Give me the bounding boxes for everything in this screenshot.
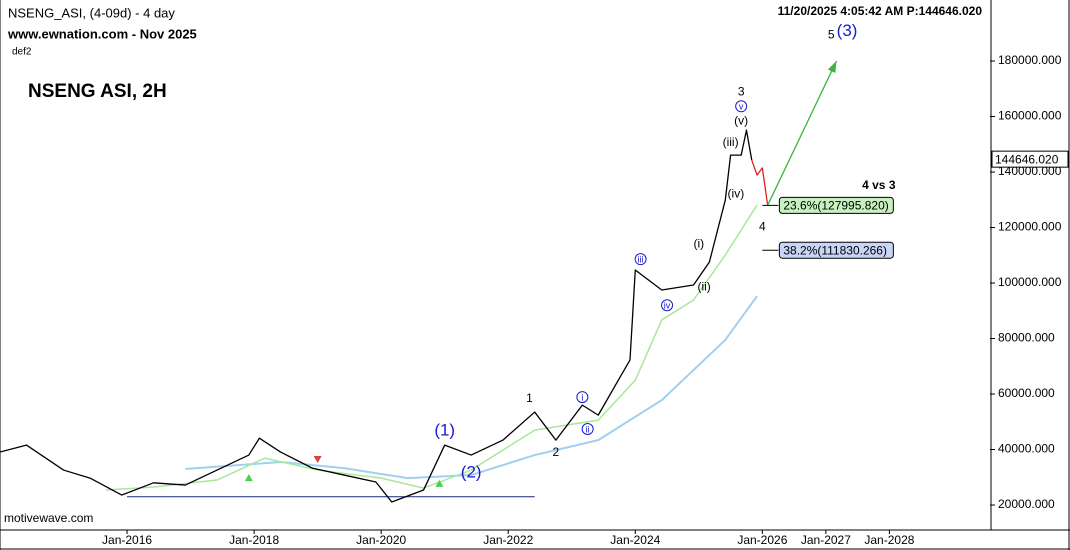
source: www.ewnation.com - Nov 2025 xyxy=(7,26,197,41)
y-tick-label: 60000.000 xyxy=(998,386,1055,400)
signal-marker xyxy=(244,474,253,482)
wave-circle xyxy=(576,391,589,404)
x-tick-label: Jan-2028 xyxy=(864,533,914,547)
wave-label: ii xyxy=(586,424,590,434)
wave-label: (1) xyxy=(434,421,455,440)
y-tick-label: 120000.000 xyxy=(998,220,1062,234)
arrow-head xyxy=(827,61,837,73)
wave-circle xyxy=(634,253,647,266)
wave-label: (ii) xyxy=(697,279,710,293)
y-tick-label: 160000.000 xyxy=(998,109,1062,123)
x-tick-label: Jan-2024 xyxy=(610,533,660,547)
y-tick-label: 180000.000 xyxy=(998,53,1062,67)
price-line xyxy=(105,204,758,491)
wave-label: 2 xyxy=(553,445,560,459)
wave-label: (iv) xyxy=(728,186,745,200)
wave-label: i xyxy=(581,392,583,402)
wave-label: (i) xyxy=(693,236,704,250)
x-tick-label: Jan-2027 xyxy=(801,533,851,547)
layout: def2 xyxy=(12,47,32,58)
price-box xyxy=(991,150,1069,168)
wave-label: iii xyxy=(638,255,644,265)
price-line xyxy=(0,129,753,503)
wave-label: v xyxy=(739,102,744,112)
wave-label: 1 xyxy=(526,391,533,405)
y-tick-label: 40000.000 xyxy=(998,442,1055,456)
x-tick-label: Jan-2018 xyxy=(229,533,279,547)
footer: motivewave.com xyxy=(4,511,93,525)
wave-label: iv xyxy=(664,301,671,311)
wave-label: 3 xyxy=(738,84,745,98)
wave-circle xyxy=(661,299,674,312)
chart-title: NSENG ASI, 2H xyxy=(28,81,167,102)
x-tick-label: Jan-2016 xyxy=(102,533,152,547)
y-tick-label: 20000.000 xyxy=(998,497,1055,511)
fib-box xyxy=(778,196,894,214)
price-label: 144646.020 xyxy=(995,152,1059,166)
wave-label: (3) xyxy=(837,21,858,40)
wave-label: (v) xyxy=(734,113,748,127)
wave-label: 5 xyxy=(828,28,835,42)
symbol: NSENG_ASI, (4-09d) - 4 day xyxy=(8,5,175,20)
wave-circle xyxy=(735,100,748,113)
x-tick-label: Jan-2026 xyxy=(737,533,787,547)
fib-label: 23.6%(127995.820) xyxy=(783,199,888,213)
fib-title: 4 vs 3 xyxy=(862,178,896,192)
fib-label: 38.2%(111830.266) xyxy=(783,243,887,257)
wave-label: (iii) xyxy=(723,135,739,149)
status: 11/20/2025 4:05:42 AM P:144646.020 xyxy=(778,4,983,18)
y-tick-label: 100000.000 xyxy=(998,275,1062,289)
y-tick-label: 80000.000 xyxy=(998,331,1055,345)
projection-arrow xyxy=(767,60,838,206)
wave-label: (2) xyxy=(461,462,482,481)
wave-circle xyxy=(581,422,594,435)
y-tick-label: 140000.000 xyxy=(998,164,1062,178)
wave-label: 4 xyxy=(759,219,766,233)
x-tick-label: Jan-2022 xyxy=(483,533,533,547)
signal-marker xyxy=(313,455,322,463)
x-tick-label: Jan-2020 xyxy=(356,533,406,547)
price-line xyxy=(185,295,758,480)
fib-box xyxy=(778,241,894,259)
signal-marker xyxy=(435,479,444,487)
price-line xyxy=(751,159,769,206)
